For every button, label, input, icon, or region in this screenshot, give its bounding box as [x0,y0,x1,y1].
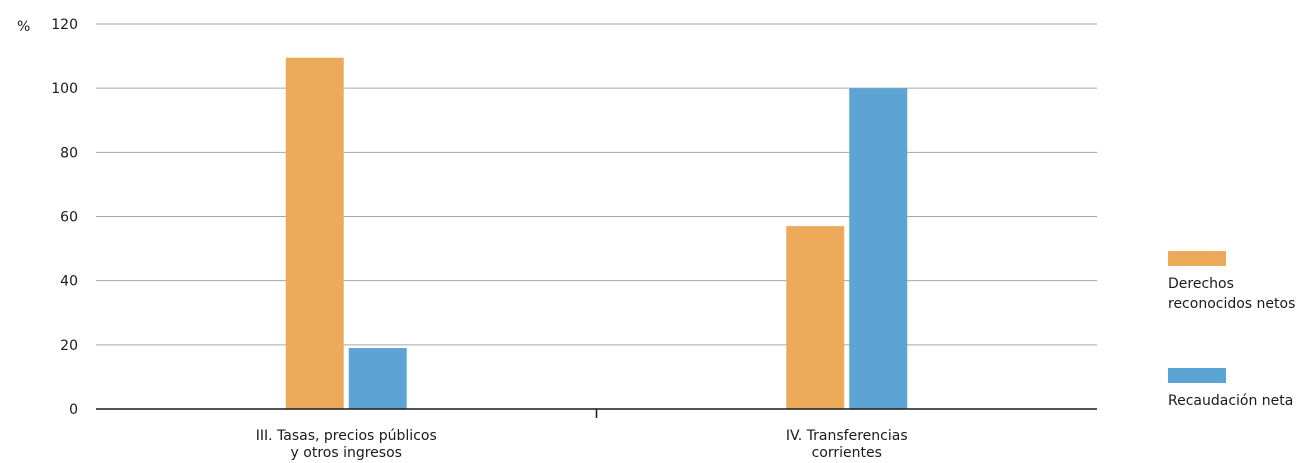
y-unit-label: % [17,19,30,35]
legend-label-derechos-line1: Derechos [1168,276,1234,292]
bar-derechos-0 [285,57,344,409]
legend-swatch-recaudacion [1168,368,1226,383]
x-category-label: IV. Transferencias [786,428,908,444]
y-tick-label: 40 [60,274,78,290]
x-category-label: y otros ingresos [291,445,402,461]
x-category-label: corrientes [812,445,882,461]
bar-recaudacion-1 [849,88,908,410]
legend-label-recaudacion: Recaudación neta [1168,393,1294,409]
y-tick-label: 20 [60,338,78,354]
legend-swatch-derechos [1168,251,1226,266]
y-tick-label: 80 [60,145,78,161]
bar-derechos-1 [786,226,845,409]
y-tick-label: 120 [51,17,78,33]
x-category-label: III. Tasas, precios públicos [256,428,437,444]
bar-recaudacion-0 [348,348,407,409]
y-tick-label: 0 [69,402,78,418]
legend-derechos: Derechos reconocidos netos [1168,251,1295,314]
y-tick-label: 60 [60,210,78,226]
y-tick-label: 100 [51,81,78,97]
legend-label-derechos-line2: reconocidos netos [1168,296,1296,312]
legend-recaudacion: Recaudación neta [1168,368,1293,411]
